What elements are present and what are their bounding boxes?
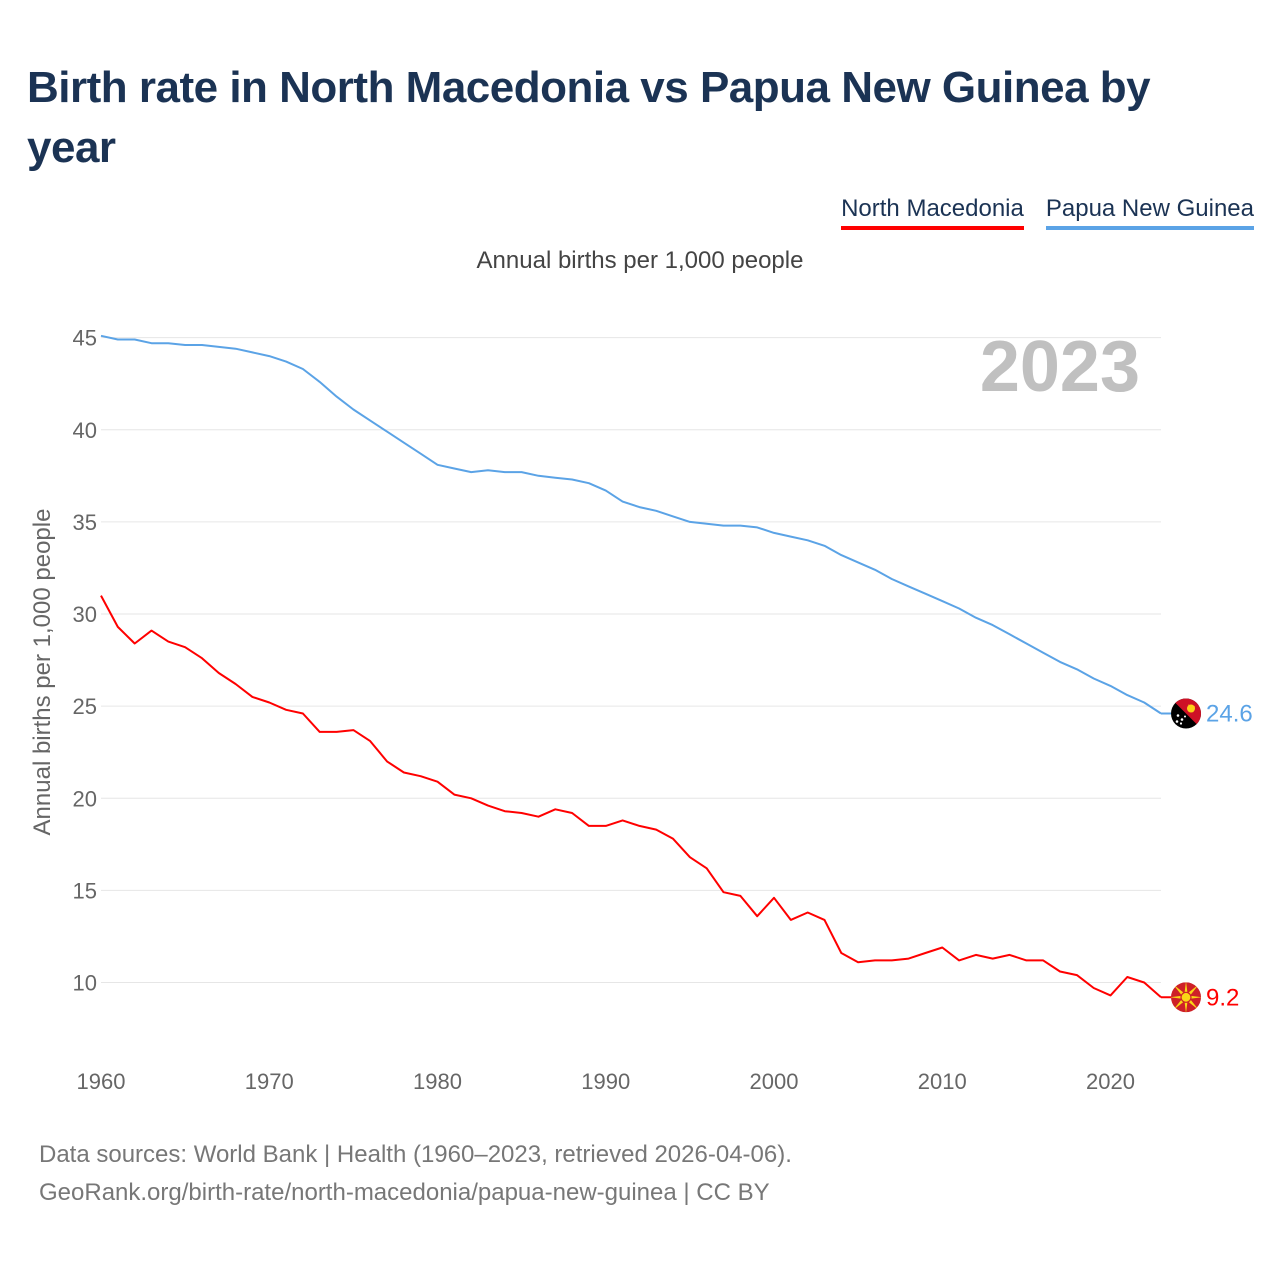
y-axis-title: Annual births per 1,000 people [29,509,56,836]
x-tick-label-1970: 1970 [245,1069,294,1094]
footer-sources: Data sources: World Bank | Health (1960–… [39,1141,792,1168]
y-tick-label-45: 45 [73,326,97,351]
footer: Data sources: World Bank | Health (1960–… [39,1136,792,1212]
y-tick-label-35: 35 [73,510,97,535]
x-tick-label-1980: 1980 [413,1069,462,1094]
end-value-label-north-macedonia: 9.2 [1206,984,1239,1011]
series-line-papua-new-guinea [100,334,1162,715]
series-lines: 9.2 24.6 [100,334,1253,1011]
papua-new-guinea-flag-icon [1171,698,1201,729]
chart-subtitle: Annual births per 1,000 people [476,247,804,274]
legend-item-papua-new-guinea[interactable]: Papua New Guinea [1045,194,1254,230]
y-tick-label-15: 15 [73,878,97,903]
grid-lines [101,337,1161,984]
y-tick-label-10: 10 [73,971,97,996]
y-axis-ticks: 10 15 20 25 30 35 40 45 [73,326,97,996]
end-value-label-papua-new-guinea: 24.6 [1206,701,1253,728]
x-tick-label-2010: 2010 [918,1069,967,1094]
chart-title: Birth rate in North Macedonia vs Papua N… [27,63,1151,172]
y-tick-label-40: 40 [73,418,97,443]
y-tick-label-25: 25 [73,694,97,719]
north-macedonia-flag-icon [1171,982,1201,1013]
footer-attribution-link[interactable]: GeoRank.org/birth-rate/north-macedonia/p… [39,1179,770,1206]
series-line-north-macedonia [100,595,1162,999]
legend-item-north-macedonia[interactable]: North Macedonia [841,194,1024,230]
y-tick-label-20: 20 [73,786,97,811]
x-axis-ticks: 1960 1970 1980 1990 2000 2010 2020 [77,1069,1135,1094]
x-tick-label-2020: 2020 [1086,1069,1135,1094]
x-tick-label-1990: 1990 [581,1069,630,1094]
x-tick-label-1960: 1960 [77,1069,126,1094]
year-label: 2023 [980,327,1140,407]
end-markers [1171,698,1201,1013]
legend: North Macedonia Papua New Guinea [841,194,1254,230]
y-tick-label-30: 30 [73,602,97,627]
x-tick-label-2000: 2000 [750,1069,799,1094]
